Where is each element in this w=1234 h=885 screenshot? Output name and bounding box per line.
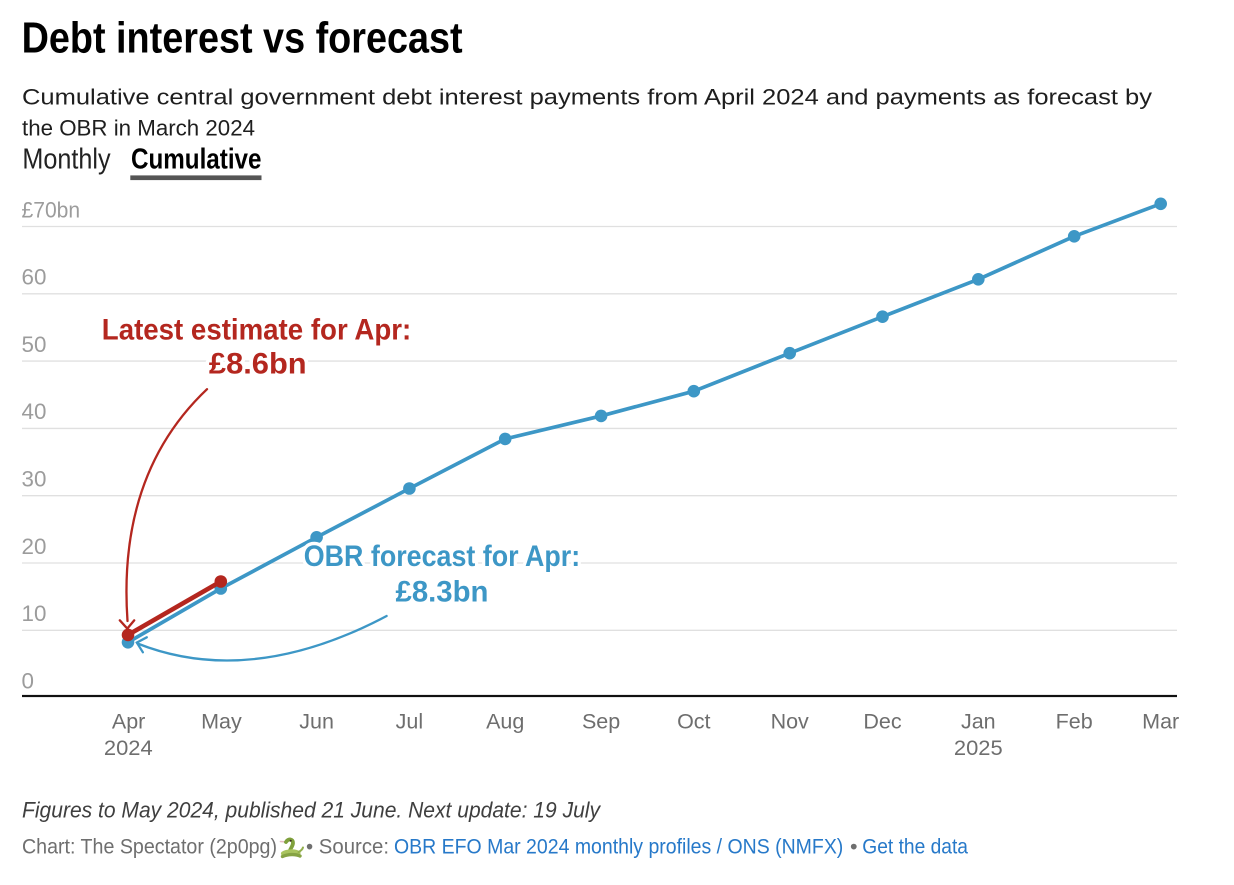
svg-text:Apr: Apr [112, 710, 145, 734]
svg-text:•: • [850, 835, 858, 859]
svg-text:the OBR in March 2024: the OBR in March 2024 [22, 116, 255, 141]
svg-text:Latest estimate for Apr:: Latest estimate for Apr: [102, 314, 411, 347]
svg-text:£8.3bn: £8.3bn [396, 575, 489, 608]
svg-text:Jul: Jul [396, 710, 423, 734]
svg-text:Sep: Sep [582, 710, 620, 734]
svg-text:30: 30 [22, 467, 47, 492]
svg-text:Nov: Nov [771, 710, 809, 734]
svg-text:OBR EFO Mar 2024 monthly profi: OBR EFO Mar 2024 monthly profiles / ONS … [394, 835, 843, 859]
svg-text:Dec: Dec [863, 710, 901, 734]
svg-text:Figures to May 2024, published: Figures to May 2024, published 21 June. … [22, 798, 602, 823]
svg-text:2024: 2024 [104, 736, 153, 760]
svg-text:0: 0 [22, 668, 34, 693]
svg-text:Chart: The Spectator (2p0pg): Chart: The Spectator (2p0pg) [22, 835, 277, 859]
svg-text:Monthly: Monthly [22, 144, 111, 176]
svg-text:Debt interest vs forecast: Debt interest vs forecast [22, 14, 463, 63]
svg-text:50: 50 [22, 332, 47, 357]
svg-text:Cumulative: Cumulative [131, 144, 262, 176]
svg-text:£70bn: £70bn [22, 197, 81, 222]
svg-text:£8.6bn: £8.6bn [209, 348, 307, 381]
svg-text:Cumulative central government: Cumulative central government debt inter… [22, 85, 1153, 110]
svg-text:40: 40 [22, 399, 47, 424]
svg-text:2025: 2025 [954, 736, 1003, 760]
svg-text:Get the data: Get the data [862, 835, 968, 859]
svg-text:OBR forecast for Apr:: OBR forecast for Apr: [304, 540, 580, 573]
svg-text:May: May [201, 710, 242, 734]
svg-text:• Source:: • Source: [306, 835, 389, 859]
svg-text:20: 20 [22, 534, 47, 559]
svg-text:Mar: Mar [1142, 710, 1179, 734]
svg-text:Jan: Jan [961, 710, 996, 734]
svg-text:10: 10 [22, 601, 47, 626]
svg-text:Jun: Jun [299, 710, 334, 734]
svg-text:Oct: Oct [677, 710, 710, 734]
svg-text:Aug: Aug [486, 710, 524, 734]
svg-text:Feb: Feb [1056, 710, 1093, 734]
svg-text:60: 60 [22, 265, 47, 290]
